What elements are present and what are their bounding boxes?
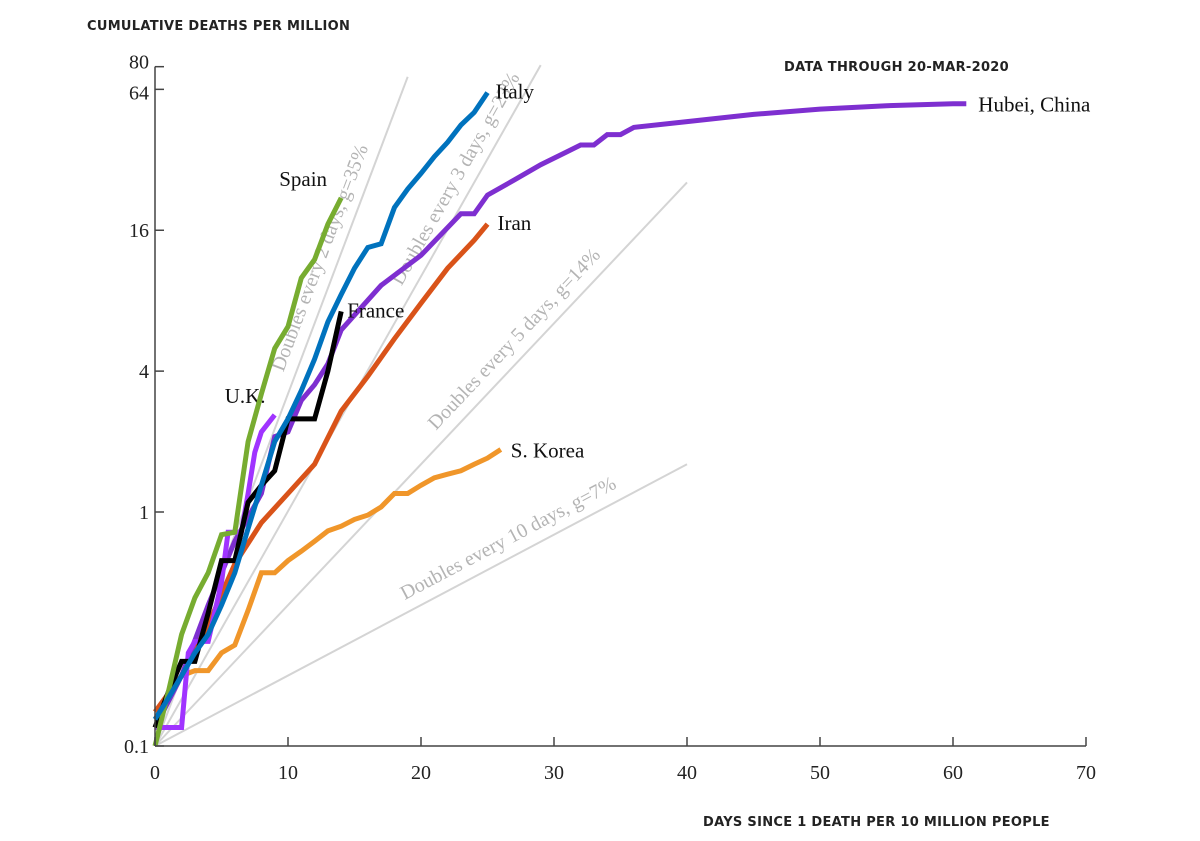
x-tick-label: 50 — [810, 762, 830, 784]
series-line — [152, 91, 490, 721]
x-tick-label: 10 — [278, 762, 298, 784]
y-tick-label: 16 — [129, 220, 149, 242]
y-tick-label: 64 — [129, 82, 149, 104]
reference-line — [154, 181, 688, 747]
x-tick-label: 70 — [1076, 762, 1096, 784]
series-line — [152, 310, 344, 729]
series-label: Iran — [498, 211, 532, 235]
x-tick-label: 30 — [544, 762, 564, 784]
reference-line-label: Doubles every 5 days, g=14% — [424, 244, 605, 434]
reference-line — [154, 463, 688, 747]
series-line — [152, 447, 503, 729]
series-label: Hubei, China — [978, 93, 1091, 117]
y-axis-title: CUMULATIVE DEATHS PER MILLION — [87, 19, 351, 34]
y-tick-label: 4 — [139, 361, 149, 383]
y-tick-label: 0.1 — [124, 736, 149, 758]
series-label: Italy — [496, 80, 535, 104]
series-label: France — [347, 298, 404, 322]
series-line — [152, 196, 344, 747]
x-tick-label: 40 — [677, 762, 697, 784]
series-line — [152, 101, 967, 729]
series-label: Spain — [279, 167, 327, 191]
y-tick-label: 1 — [139, 502, 149, 524]
y-tick-label: 80 — [129, 52, 149, 74]
axes: 0 10 20 30 40 50 60 70 0.1 1 4 16 64 80 — [124, 52, 1096, 784]
series-label: S. Korea — [511, 438, 585, 462]
chart-title: DATA THROUGH 20-MAR-2020 — [784, 60, 1010, 75]
x-tick-label: 0 — [150, 762, 160, 784]
series-line — [155, 413, 277, 730]
x-axis-title: DAYS SINCE 1 DEATH PER 10 MILLION PEOPLE — [703, 815, 1050, 830]
reference-line-label: Doubles every 10 days, g=7% — [397, 472, 620, 604]
x-tick-label: 60 — [943, 762, 963, 784]
x-tick-label: 20 — [411, 762, 431, 784]
